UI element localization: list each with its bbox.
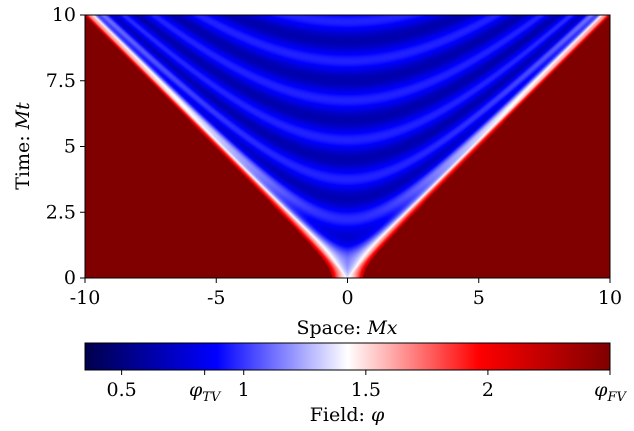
x-tick-label: -5	[207, 287, 226, 309]
y-tick-label: 2.5	[46, 201, 76, 223]
colorbar-tick-label: 0.5	[107, 379, 137, 401]
colorbar	[84, 342, 611, 371]
colorbar-tick-label: φTV	[189, 379, 222, 405]
y-tick-label: 5	[64, 136, 76, 158]
colorbar-tick-label: 2	[482, 379, 494, 401]
heatmap-image	[85, 15, 610, 278]
y-axis: 0 2.5 5 7.5 10	[46, 4, 85, 289]
colorbar-axis: 0.5 φTV 1 1.5 2 φFV	[107, 370, 627, 405]
x-tick-label: -10	[70, 287, 101, 309]
colorbar-tick-label: 1.5	[351, 379, 381, 401]
y-tick-label: 10	[52, 4, 76, 26]
y-tick-label: 7.5	[46, 70, 76, 92]
x-tick-label: 10	[598, 287, 622, 309]
x-axis: -10 -5 0 5 10	[70, 278, 622, 309]
x-axis-label: Space: Mx	[296, 317, 397, 339]
x-tick-label: 5	[473, 287, 485, 309]
y-axis-label: Time: Mt	[12, 102, 34, 190]
x-tick-label: 0	[341, 287, 353, 309]
colorbar-label: Field: φ	[310, 404, 385, 426]
colorbar-tick-label: φFV	[594, 379, 627, 405]
colorbar-tick-label: 1	[238, 379, 250, 401]
y-tick-label: 0	[64, 267, 76, 289]
